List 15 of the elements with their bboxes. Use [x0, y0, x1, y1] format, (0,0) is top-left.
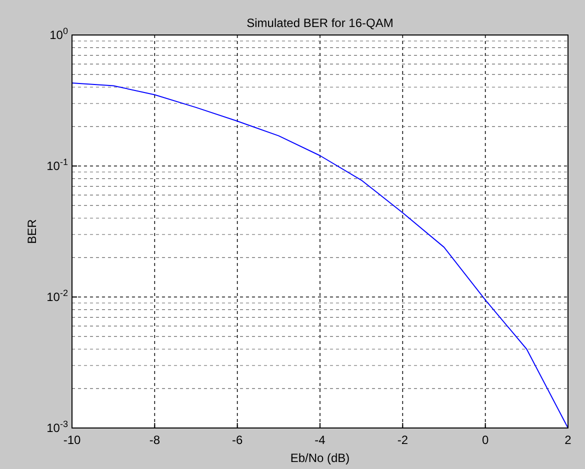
x-tick-label: -8	[149, 433, 160, 447]
y-tick-label: 10$^{-2}$	[46, 288, 68, 304]
x-tick-label: 2	[564, 433, 572, 447]
y-tick-label: 10$^{-1}$	[46, 157, 68, 173]
x-tick-label: 0	[482, 433, 489, 447]
line-series	[72, 82, 568, 428]
x-tick-label: -10	[63, 433, 81, 447]
chart-title: Simulated BER for 16-QAM	[246, 16, 394, 30]
x-tick-label: -4	[314, 433, 326, 447]
x-tick-label: -6	[232, 433, 243, 447]
x-axis-title: Eb/No (dB)	[290, 451, 350, 465]
y-tick-label: 10$^{0}$	[50, 26, 68, 42]
y-axis-title: BER	[25, 218, 39, 244]
y-tick-label: 10$^{-3}$	[46, 419, 68, 435]
x-tick-label: -2	[397, 433, 408, 447]
